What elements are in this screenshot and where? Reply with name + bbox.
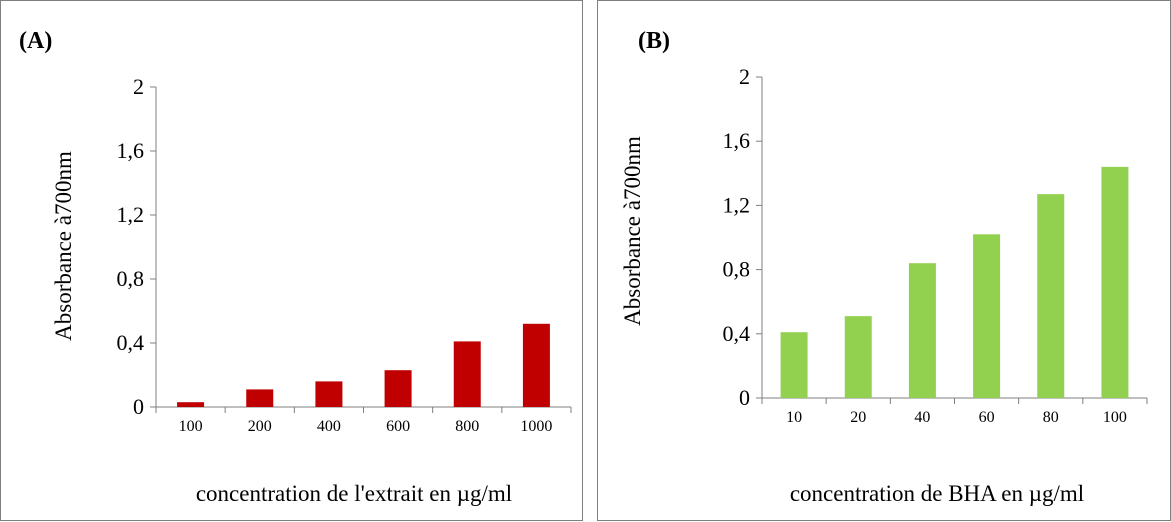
y-tick-label-b: 0,8 [723, 257, 751, 282]
bar-a-200 [246, 389, 274, 407]
bar-b-10 [780, 332, 808, 398]
chart-panel-b: (B) Absorbance à700nm concentration de B… [597, 0, 1171, 521]
y-tick-label-a: 0 [133, 394, 144, 419]
y-tick-label-a: 1,2 [117, 202, 145, 227]
bar-a-1000 [522, 323, 550, 407]
chart-panel-a: (A) Absorbance à700nm concentration de l… [0, 0, 583, 521]
y-tick-label-b: 1,2 [723, 192, 751, 217]
bar-b-60 [973, 234, 1001, 398]
y-tick-label-b: 0,4 [723, 321, 751, 346]
bar-a-800 [453, 341, 481, 407]
x-tick-label-b: 40 [914, 409, 930, 426]
y-tick-label-a: 0,4 [117, 330, 145, 355]
x-tick-label-a: 600 [386, 418, 410, 435]
plot-area-a: 0 0,4 0,8 1,2 1,6 2 100 200 400 600 800 1000 [117, 74, 572, 435]
x-tick-label-a: 200 [248, 418, 272, 435]
x-axis-title-a: concentration de l'extrait en µg/ml [196, 481, 512, 506]
y-tick-label-a: 2 [133, 74, 144, 99]
y-tick-label-b: 1,6 [723, 128, 751, 153]
bar-a-600 [384, 370, 412, 407]
panel-label-a: (A) [19, 28, 52, 54]
y-tick-label-a: 0,8 [117, 266, 145, 291]
x-tick-label-a: 1000 [520, 418, 552, 435]
x-tick-label-a: 100 [179, 418, 203, 435]
bar-a-100 [177, 402, 205, 407]
y-tick-label-a: 1,6 [117, 138, 145, 163]
panel-label-b: (B) [638, 28, 670, 54]
bar-b-20 [844, 316, 872, 398]
y-tick-label-b: 2 [739, 64, 750, 89]
y-axis-title-b: Absorbance à700nm [620, 136, 645, 326]
bar-b-80 [1037, 194, 1065, 398]
x-tick-label-a: 800 [455, 418, 479, 435]
x-tick-label-b: 80 [1043, 409, 1059, 426]
y-tick-label-b: 0 [739, 385, 750, 410]
x-axis-title-b: concentration de BHA en µg/ml [790, 481, 1084, 506]
bar-b-40 [908, 263, 936, 398]
x-tick-label-b: 10 [786, 409, 802, 426]
y-axis-title-a: Absorbance à700nm [51, 151, 76, 341]
x-tick-label-b: 20 [850, 409, 866, 426]
bar-a-400 [315, 381, 343, 407]
chart-a: (A) Absorbance à700nm concentration de l… [19, 28, 572, 506]
chart-b: (B) Absorbance à700nm concentration de B… [620, 28, 1148, 506]
x-tick-label-b: 100 [1103, 409, 1127, 426]
plot-area-b: 0 0,4 0,8 1,2 1,6 2 10 20 40 60 80 100 [723, 64, 1148, 426]
bar-b-100 [1101, 166, 1129, 398]
x-tick-label-a: 400 [317, 418, 341, 435]
x-tick-label-b: 60 [979, 409, 995, 426]
